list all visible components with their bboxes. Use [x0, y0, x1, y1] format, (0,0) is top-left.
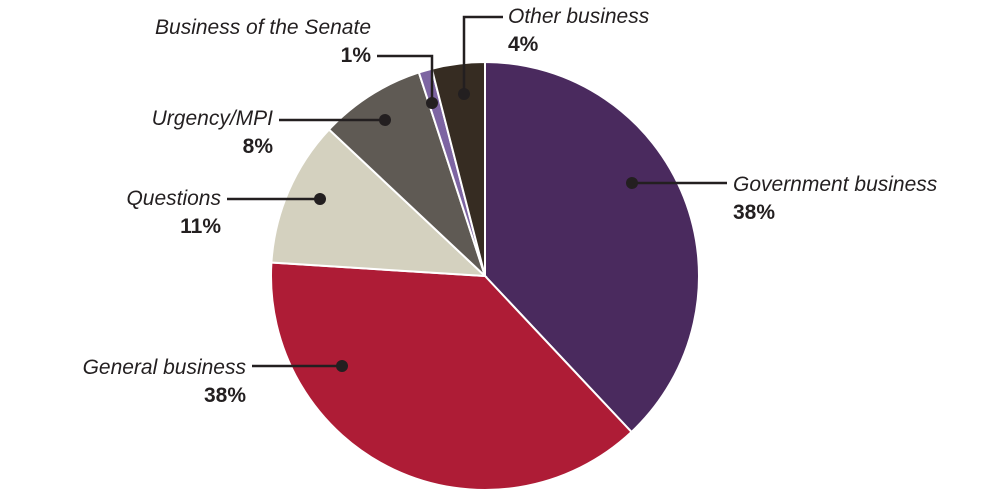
label-government-business: Government business 38% [733, 173, 938, 224]
slice-pct-general-business: 38% [204, 384, 246, 407]
label-other-business: Other business 4% [508, 5, 650, 56]
label-questions: Questions 11% [126, 187, 221, 238]
leader-dot-urgency-mpi [379, 114, 391, 126]
label-general-business: General business 38% [83, 356, 247, 407]
slice-name-government-business: Government business [733, 173, 938, 196]
slice-pct-urgency-mpi: 8% [243, 135, 274, 158]
leader-dot-general-business [336, 360, 348, 372]
slice-name-general-business: General business [83, 356, 247, 379]
slice-pct-questions: 11% [180, 215, 221, 238]
label-business-of-the-senate: Business of the Senate 1% [155, 16, 371, 67]
slice-pct-business-of-the-senate: 1% [341, 44, 372, 67]
slice-pct-government-business: 38% [733, 201, 775, 224]
pie-slice-questions [270, 128, 488, 278]
slice-name-urgency-mpi: Urgency/MPI [152, 107, 274, 130]
pie-slice-general-business [270, 261, 633, 491]
label-urgency-mpi: Urgency/MPI 8% [152, 107, 274, 158]
leader-dot-other-business [458, 88, 470, 100]
slice-name-business-of-the-senate: Business of the Senate [155, 16, 371, 39]
pie-slices [270, 60, 700, 491]
leader-dot-questions [314, 193, 326, 205]
leader-line-business-of-the-senate [377, 54, 434, 103]
leader-lines [227, 15, 727, 372]
leader-line-other-business [462, 15, 503, 94]
pie-slice-urgency-mpi [327, 71, 486, 277]
leader-dot-government-business [626, 177, 638, 189]
leader-dot-business-of-the-senate [426, 97, 438, 109]
slice-name-questions: Questions [126, 187, 221, 210]
slice-pct-other-business: 4% [508, 33, 539, 56]
pie-slice-government-business [484, 60, 700, 434]
slice-name-other-business: Other business [508, 5, 650, 28]
